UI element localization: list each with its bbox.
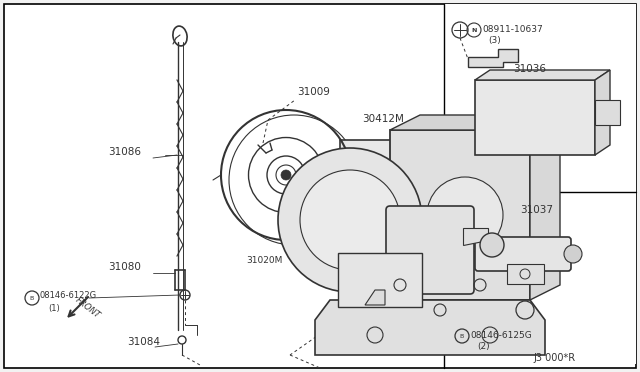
Text: FRONT: FRONT — [74, 296, 102, 320]
Circle shape — [281, 170, 291, 180]
Circle shape — [480, 233, 504, 257]
Polygon shape — [315, 300, 545, 355]
Polygon shape — [390, 115, 560, 130]
Polygon shape — [530, 115, 560, 300]
Bar — [444, 4, 636, 192]
Text: 31020M: 31020M — [246, 256, 282, 265]
Text: 31036: 31036 — [513, 64, 546, 74]
Circle shape — [564, 245, 582, 263]
FancyBboxPatch shape — [475, 80, 595, 155]
FancyBboxPatch shape — [386, 206, 474, 294]
Text: 31037: 31037 — [520, 205, 553, 215]
Text: 08146-6125G: 08146-6125G — [470, 331, 532, 340]
Text: B: B — [30, 295, 34, 301]
Circle shape — [278, 148, 422, 292]
Polygon shape — [390, 130, 530, 300]
Text: 31084: 31084 — [127, 337, 160, 347]
Text: 08146-6122G: 08146-6122G — [40, 291, 97, 300]
Polygon shape — [365, 290, 385, 305]
Text: N: N — [471, 28, 477, 32]
Text: 31009: 31009 — [297, 87, 330, 97]
Text: B: B — [460, 334, 464, 339]
FancyBboxPatch shape — [475, 237, 571, 271]
Text: (1): (1) — [48, 304, 60, 313]
Circle shape — [427, 177, 503, 253]
Text: 31086: 31086 — [108, 147, 141, 157]
Polygon shape — [463, 228, 488, 245]
Text: 31080: 31080 — [108, 262, 141, 272]
Text: J3 000*R: J3 000*R — [533, 353, 575, 363]
FancyBboxPatch shape — [507, 264, 544, 284]
Polygon shape — [340, 140, 420, 310]
Circle shape — [300, 170, 400, 270]
Text: (3): (3) — [488, 36, 500, 45]
Polygon shape — [475, 70, 610, 80]
Text: 30412M: 30412M — [362, 114, 404, 124]
Text: 08911-10637: 08911-10637 — [482, 26, 543, 35]
Text: (2): (2) — [477, 342, 490, 351]
Polygon shape — [595, 70, 610, 155]
FancyBboxPatch shape — [338, 253, 422, 307]
Polygon shape — [397, 147, 533, 283]
Polygon shape — [468, 49, 518, 67]
Polygon shape — [595, 100, 620, 125]
Bar — [444, 192, 636, 364]
